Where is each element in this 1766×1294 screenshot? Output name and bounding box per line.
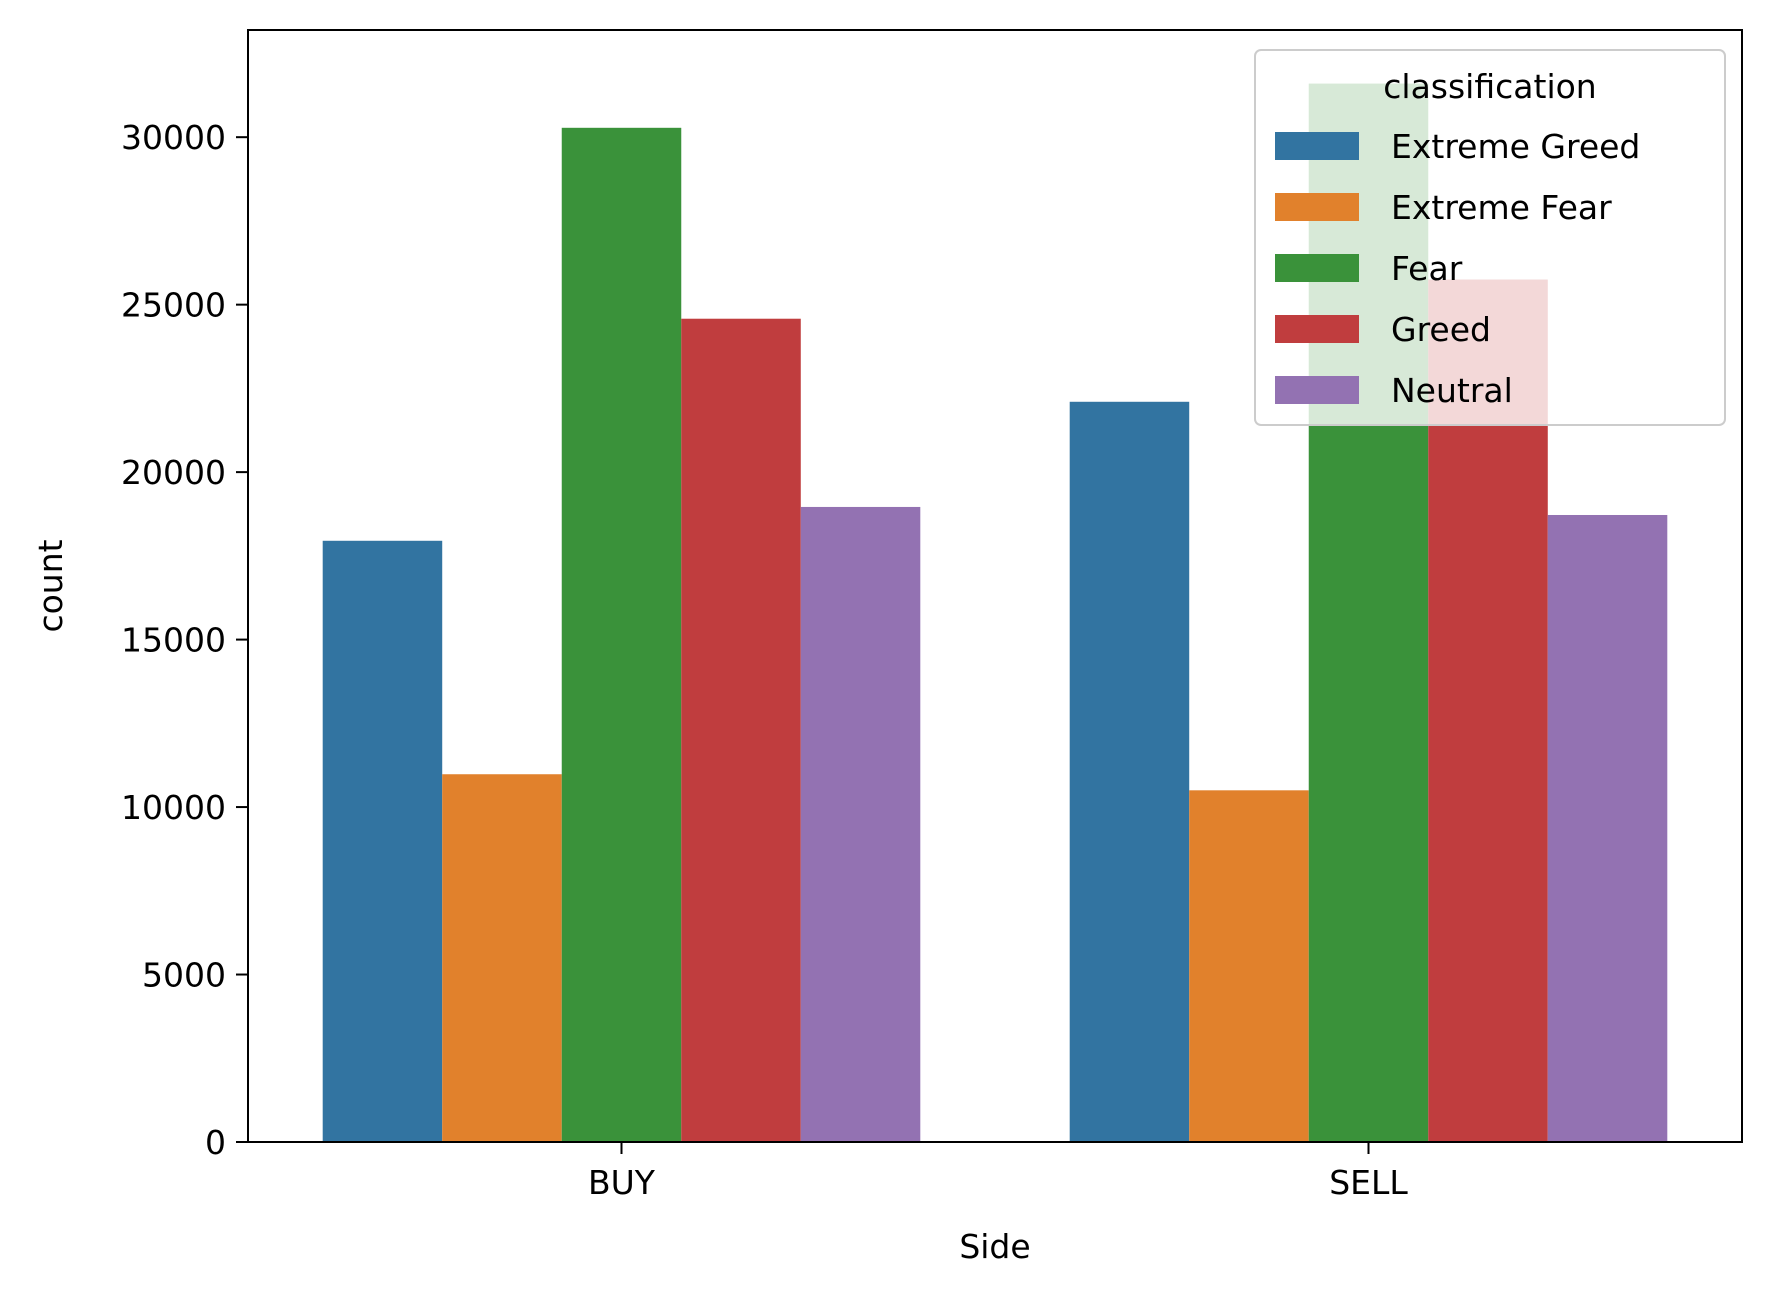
legend-swatch-fear	[1275, 254, 1359, 282]
legend-swatch-neutral	[1275, 376, 1359, 404]
legend: classification Extreme Greed Extreme Fear…	[1254, 49, 1726, 426]
x-tick-label-buy: BUY	[588, 1163, 656, 1202]
legend-label-greed: Greed	[1391, 310, 1491, 349]
legend-label-neutral: Neutral	[1391, 371, 1513, 410]
x-axis: BUY SELL	[588, 1142, 1408, 1202]
legend-items: Extreme Greed Extreme Fear Fear Greed Neutra…	[1275, 127, 1640, 410]
y-axis-label: count	[31, 539, 70, 632]
y-tick-label-30000: 30000	[121, 118, 226, 157]
legend-label-fear: Fear	[1391, 249, 1463, 288]
bar-sell-neutral	[1547, 514, 1668, 1142]
legend-title: classification	[1383, 67, 1596, 106]
legend-label-extreme-fear: Extreme Fear	[1391, 188, 1612, 227]
y-tick-label-0: 0	[205, 1123, 226, 1162]
bar-sell-extreme-fear	[1189, 790, 1309, 1142]
y-tick-label-15000: 15000	[121, 621, 226, 660]
bar-buy-greed	[681, 318, 801, 1143]
legend-label-extreme-greed: Extreme Greed	[1391, 127, 1640, 166]
bar-buy-neutral	[800, 506, 921, 1142]
y-axis: 0 5000 10000 15000 20000 25000 30000	[121, 118, 248, 1162]
bars-group	[322, 83, 1668, 1143]
x-axis-label: Side	[959, 1227, 1030, 1266]
legend-swatch-greed	[1275, 315, 1359, 343]
x-tick-label-sell: SELL	[1329, 1163, 1408, 1202]
y-tick-label-25000: 25000	[121, 286, 226, 325]
y-tick-label-20000: 20000	[121, 453, 226, 492]
bar-buy-extreme-fear	[442, 774, 562, 1142]
bar-buy-fear	[561, 127, 682, 1143]
legend-swatch-extreme-greed	[1275, 132, 1359, 160]
legend-swatch-extreme-fear	[1275, 193, 1359, 221]
bar-buy-extreme-greed	[322, 540, 443, 1142]
plot-frame	[247, 29, 1743, 1143]
y-tick-label-5000: 5000	[142, 956, 226, 995]
bar-sell-extreme-greed	[1069, 401, 1190, 1142]
y-tick-label-10000: 10000	[121, 788, 226, 827]
legend-box	[1254, 49, 1726, 426]
